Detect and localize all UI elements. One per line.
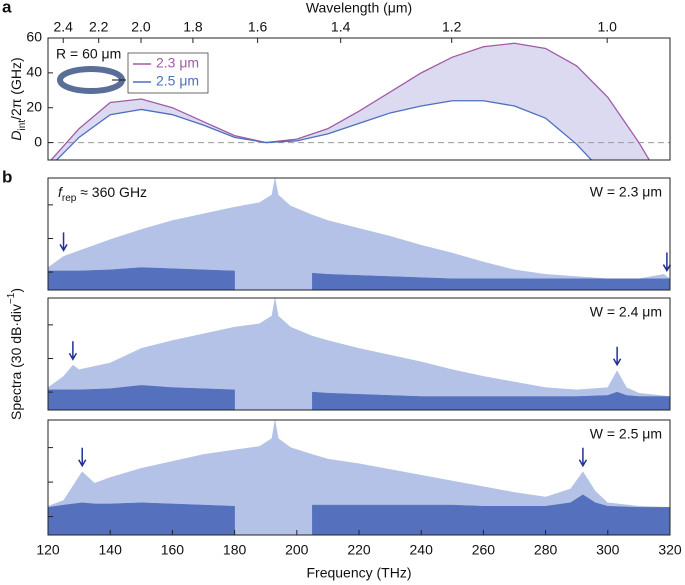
spectrum-area [47, 267, 671, 291]
x2-tick-label: 2.4 [54, 19, 74, 35]
y-tick-label: 20 [26, 98, 42, 114]
y-tick-label: 60 [26, 29, 42, 45]
arrow [612, 346, 622, 367]
y-tick-label: 40 [26, 64, 42, 80]
panel-note: W = 2.3 μm [590, 184, 662, 200]
ring-inset [57, 66, 126, 94]
y-axis-label-part: ) [8, 288, 24, 293]
legend-label: 2.3 μm [156, 55, 199, 71]
panel-label: b [2, 167, 12, 186]
spectrum-area [47, 494, 671, 536]
x2-tick-label: 1.2 [442, 19, 462, 35]
x2-tick-label: 2.2 [89, 19, 109, 35]
rep-rate-label-part: rep [62, 193, 77, 204]
x-tick-label: 260 [472, 542, 496, 558]
panel-frame [47, 177, 671, 291]
legend-box [127, 52, 209, 94]
panel-frame [47, 297, 671, 411]
x-tick-label: 300 [596, 542, 620, 558]
arrow [78, 447, 87, 468]
x-tick-label: 120 [36, 542, 60, 558]
y-axis-label-part: /2π (GHz) [8, 57, 24, 120]
arrow [578, 447, 588, 468]
y-axis-label-part: Spectra (30 dB·div [8, 304, 24, 420]
x-tick-label: 240 [410, 542, 434, 558]
x-tick-label: 200 [285, 542, 309, 558]
panel-frame [47, 419, 671, 536]
x2-tick-label: 1.8 [183, 19, 203, 35]
x2-axis-label: Wavelength (μm) [306, 0, 412, 16]
y-axis-label-part: D [8, 131, 24, 141]
rep-rate-label-part: ≈ 360 GHz [76, 184, 147, 200]
spectrum-area [47, 297, 671, 411]
series-line [55, 100, 593, 160]
legend-label: 2.5 μm [156, 73, 199, 89]
fill-between [51, 43, 650, 160]
x2-tick-label: 2.0 [131, 19, 151, 35]
arrow [68, 341, 78, 361]
x2-tick-label: 1.0 [597, 19, 617, 35]
spectrum-area [47, 385, 671, 411]
x-tick-label: 180 [223, 542, 247, 558]
plot-area [48, 42, 670, 160]
y-tick-label: 0 [34, 133, 42, 149]
x-axis-label: Frequency (THz) [306, 565, 411, 581]
rep-rate-label-part: f [58, 184, 64, 200]
x-tick-label: 140 [99, 542, 123, 558]
x-tick-label: 320 [658, 542, 682, 558]
inset-label: R = 60 μm [56, 46, 121, 62]
x-tick-label: 160 [161, 542, 185, 558]
panel-frame [47, 37, 671, 161]
y-axis-label: Dint/2π (GHz) [8, 57, 28, 140]
rep-rate-label: frep ≈ 360 GHz [58, 184, 147, 204]
x2-tick-label: 1.6 [248, 19, 268, 35]
x2-tick-label: 1.4 [331, 19, 351, 35]
panel-note: W = 2.5 μm [590, 426, 662, 442]
x-tick-label: 280 [534, 542, 558, 558]
x-tick-label: 220 [347, 542, 371, 558]
panel-label: a [2, 0, 12, 16]
arrow [59, 232, 68, 252]
panel-note: W = 2.4 μm [590, 304, 662, 320]
arrow [662, 252, 672, 273]
series-line [50, 42, 651, 160]
y-axis-label-part: int [17, 120, 28, 131]
y-axis-label-part: −1 [6, 292, 17, 304]
y-axis-label: Spectra (30 dB·div−1) [6, 288, 24, 420]
